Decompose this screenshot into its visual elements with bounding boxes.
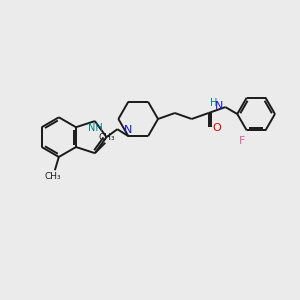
Text: F: F xyxy=(238,136,245,146)
Text: CH₃: CH₃ xyxy=(45,172,61,181)
Text: NH: NH xyxy=(88,123,103,133)
Text: N: N xyxy=(215,101,223,111)
Text: H: H xyxy=(210,98,218,108)
Text: O: O xyxy=(212,123,221,133)
Text: CH₃: CH₃ xyxy=(99,133,116,142)
Text: N: N xyxy=(124,125,133,135)
